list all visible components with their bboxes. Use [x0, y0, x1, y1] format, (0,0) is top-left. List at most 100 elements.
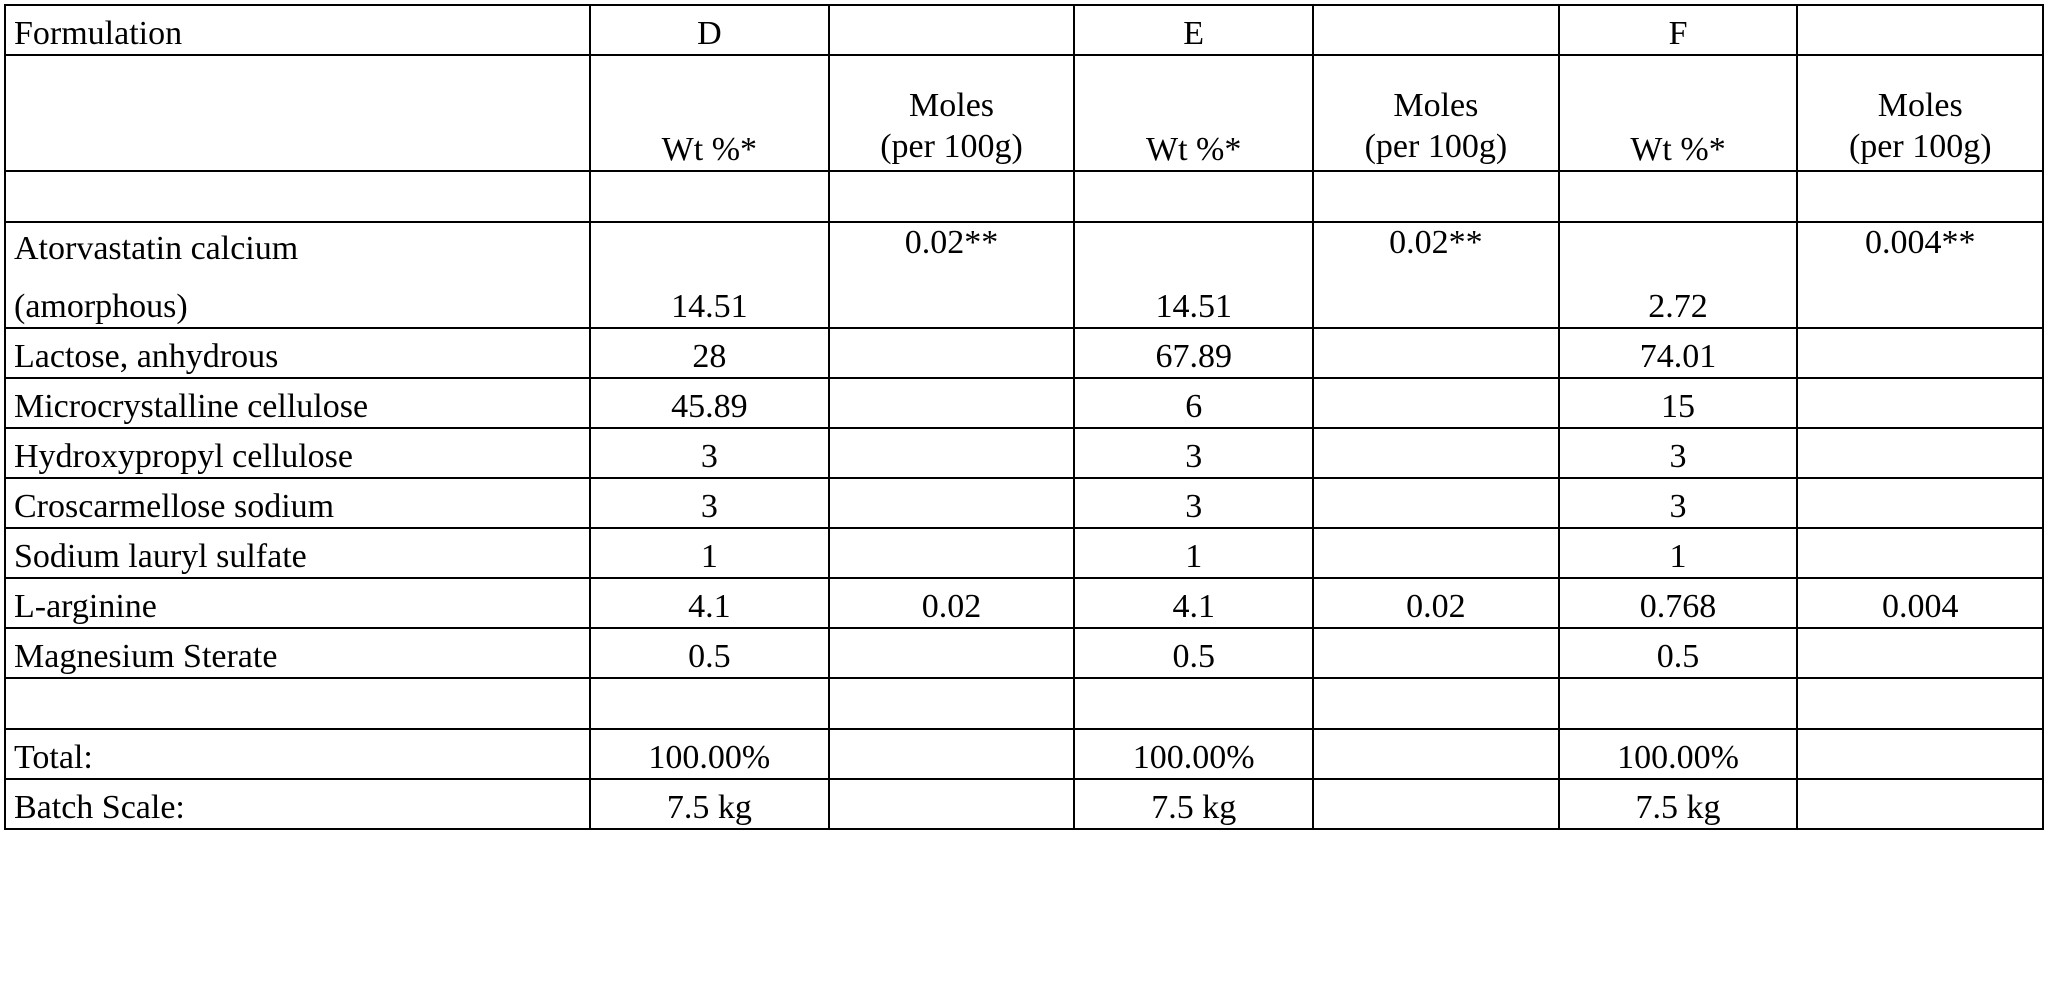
ingredient-name-line2: (amorphous) [14, 289, 581, 325]
d-moles-cell [829, 528, 1074, 578]
e-moles-cell: 0.02** [1313, 222, 1558, 328]
d-wt-header: Wt %* [590, 55, 829, 171]
d-moles-cell [829, 428, 1074, 478]
e-moles-cell [1313, 478, 1558, 528]
e-wt-cell: 3 [1074, 428, 1313, 478]
f-moles-cell [1797, 378, 2043, 428]
moles-line2: (per 100g) [1806, 127, 2034, 168]
table-row: L-arginine 4.1 0.02 4.1 0.02 0.768 0.004 [5, 578, 2043, 628]
header-row: Formulation D E F [5, 5, 2043, 55]
d-wt-cell: 3 [590, 428, 829, 478]
d-wt-cell: 45.89 [590, 378, 829, 428]
table-row: Magnesium Sterate 0.5 0.5 0.5 [5, 628, 2043, 678]
e-wt-cell: 4.1 [1074, 578, 1313, 628]
group-d-header: D [590, 5, 829, 55]
d-wt-cell: 14.51 [590, 222, 829, 328]
e-wt-cell: 0.5 [1074, 628, 1313, 678]
d-moles-cell [829, 328, 1074, 378]
moles-line1: Moles [1322, 86, 1549, 127]
batch-scale-row: Batch Scale: 7.5 kg 7.5 kg 7.5 kg [5, 779, 2043, 829]
subheader-empty [5, 55, 590, 171]
f-total: 100.00% [1559, 729, 1798, 779]
table-row: Microcrystalline cellulose 45.89 6 15 [5, 378, 2043, 428]
d-wt-cell: 3 [590, 478, 829, 528]
group-f-header: F [1559, 5, 1798, 55]
ingredient-name-cell: Atorvastatin calcium (amorphous) [5, 222, 590, 328]
e-wt-cell: 3 [1074, 478, 1313, 528]
table-row: Croscarmellose sodium 3 3 3 [5, 478, 2043, 528]
d-moles-cell: 0.02** [829, 222, 1074, 328]
batch-scale-label: Batch Scale: [5, 779, 590, 829]
f-wt-cell: 3 [1559, 478, 1798, 528]
ingredient-name: Croscarmellose sodium [5, 478, 590, 528]
f-moles-header: Moles (per 100g) [1797, 55, 2043, 171]
ingredient-name: L-arginine [5, 578, 590, 628]
e-moles-cell [1313, 328, 1558, 378]
f-batch-scale: 7.5 kg [1559, 779, 1798, 829]
d-wt-cell: 4.1 [590, 578, 829, 628]
ingredient-name: Hydroxypropyl cellulose [5, 428, 590, 478]
f-wt-cell: 0.768 [1559, 578, 1798, 628]
d-moles-cell [829, 628, 1074, 678]
table-row: Sodium lauryl sulfate 1 1 1 [5, 528, 2043, 578]
group-e-header: E [1074, 5, 1313, 55]
e-moles-cell [1313, 378, 1558, 428]
moles-line1: Moles [1806, 86, 2034, 127]
d-moles-cell: 0.02 [829, 578, 1074, 628]
moles-line2: (per 100g) [1322, 127, 1549, 168]
moles-line1: Moles [838, 86, 1065, 127]
f-moles-cell [1797, 528, 2043, 578]
table-row: Atorvastatin calcium (amorphous) 14.51 0… [5, 222, 2043, 328]
e-wt-cell: 14.51 [1074, 222, 1313, 328]
e-wt-cell: 1 [1074, 528, 1313, 578]
group-f-header-spacer [1797, 5, 2043, 55]
e-moles-cell [1313, 428, 1558, 478]
ingredient-name: Lactose, anhydrous [5, 328, 590, 378]
moles-line2: (per 100g) [838, 127, 1065, 168]
e-total: 100.00% [1074, 729, 1313, 779]
f-moles-cell: 0.004** [1797, 222, 2043, 328]
f-moles-cell [1797, 428, 2043, 478]
e-wt-cell: 67.89 [1074, 328, 1313, 378]
table-row: Lactose, anhydrous 28 67.89 74.01 [5, 328, 2043, 378]
ingredient-name: Microcrystalline cellulose [5, 378, 590, 428]
e-moles-cell [1313, 528, 1558, 578]
group-e-header-spacer [1313, 5, 1558, 55]
ingredient-name-line1: Atorvastatin calcium [14, 231, 581, 267]
d-moles-cell [829, 478, 1074, 528]
formulation-table: Formulation D E F Wt %* Moles (per 100g)… [4, 4, 2044, 830]
total-row: Total: 100.00% 100.00% 100.00% [5, 729, 2043, 779]
e-moles-cell: 0.02 [1313, 578, 1558, 628]
e-wt-header: Wt %* [1074, 55, 1313, 171]
d-wt-cell: 0.5 [590, 628, 829, 678]
total-label: Total: [5, 729, 590, 779]
spacer-row [5, 171, 2043, 222]
formulation-table-container: Formulation D E F Wt %* Moles (per 100g)… [4, 4, 2044, 830]
table-row: Hydroxypropyl cellulose 3 3 3 [5, 428, 2043, 478]
ingredient-name: Magnesium Sterate [5, 628, 590, 678]
d-wt-cell: 28 [590, 328, 829, 378]
f-wt-cell: 15 [1559, 378, 1798, 428]
d-wt-cell: 1 [590, 528, 829, 578]
f-wt-cell: 74.01 [1559, 328, 1798, 378]
f-wt-cell: 0.5 [1559, 628, 1798, 678]
f-wt-cell: 2.72 [1559, 222, 1798, 328]
group-d-header-spacer [829, 5, 1074, 55]
d-moles-header: Moles (per 100g) [829, 55, 1074, 171]
e-moles-header: Moles (per 100g) [1313, 55, 1558, 171]
f-wt-header: Wt %* [1559, 55, 1798, 171]
e-wt-cell: 6 [1074, 378, 1313, 428]
d-total: 100.00% [590, 729, 829, 779]
d-moles-cell [829, 378, 1074, 428]
d-batch-scale: 7.5 kg [590, 779, 829, 829]
subheader-row: Wt %* Moles (per 100g) Wt %* Moles (per … [5, 55, 2043, 171]
e-batch-scale: 7.5 kg [1074, 779, 1313, 829]
spacer-row [5, 678, 2043, 729]
ingredient-name: Sodium lauryl sulfate [5, 528, 590, 578]
f-moles-cell: 0.004 [1797, 578, 2043, 628]
f-moles-cell [1797, 328, 2043, 378]
formulation-label: Formulation [5, 5, 590, 55]
f-wt-cell: 3 [1559, 428, 1798, 478]
f-moles-cell [1797, 628, 2043, 678]
f-moles-cell [1797, 478, 2043, 528]
